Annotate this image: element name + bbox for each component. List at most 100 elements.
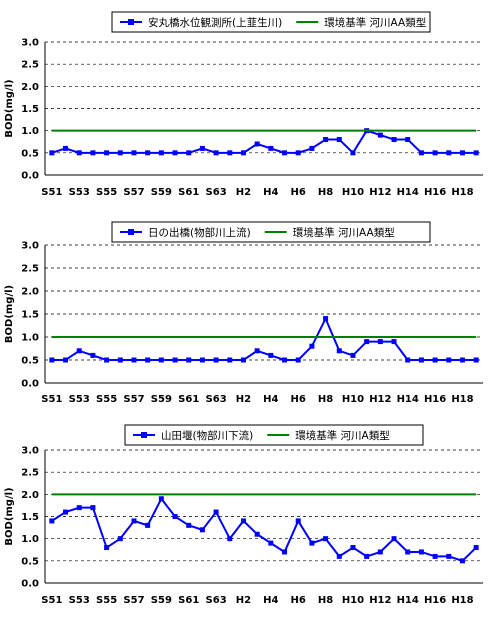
x-tick-label: S53 <box>69 394 90 405</box>
x-tick-label: H18 <box>451 187 473 198</box>
x-tick-label: H10 <box>342 595 364 606</box>
data-point <box>199 145 205 151</box>
data-point <box>227 357 233 363</box>
x-tick-label: H2 <box>236 595 251 606</box>
data-point <box>295 150 301 156</box>
y-tick-label: 1.0 <box>21 333 39 344</box>
x-tick-label: H12 <box>369 187 391 198</box>
y-tick-label: 0.0 <box>21 379 39 390</box>
data-point <box>391 137 397 143</box>
x-tick-label: S59 <box>151 595 172 606</box>
y-tick-label: 2.0 <box>21 82 39 93</box>
x-tick-label: H18 <box>451 394 473 405</box>
x-tick-label: H16 <box>424 187 446 198</box>
x-tick-label: H2 <box>236 187 251 198</box>
data-point <box>432 150 438 156</box>
data-point <box>418 357 424 363</box>
x-tick-label: H6 <box>291 187 306 198</box>
y-axis-label: BOD(mg/l) <box>4 79 15 137</box>
y-tick-label: 3.0 <box>21 241 39 252</box>
legend-box <box>111 11 431 33</box>
data-point <box>254 348 260 354</box>
data-point <box>336 553 342 559</box>
data-point <box>323 137 329 143</box>
data-point <box>364 553 370 559</box>
x-tick-label: H14 <box>397 187 419 198</box>
data-point <box>172 514 178 519</box>
data-point <box>268 352 274 358</box>
data-point <box>473 545 479 551</box>
data-point <box>418 150 424 156</box>
data-point <box>309 540 315 546</box>
data-point <box>405 357 411 363</box>
x-tick-label: H12 <box>369 595 391 606</box>
data-point <box>117 150 123 156</box>
data-point <box>418 549 424 555</box>
x-tick-label: S53 <box>69 595 90 606</box>
y-tick-label: 0.5 <box>21 556 39 567</box>
data-point <box>240 518 246 524</box>
y-tick-label: 2.0 <box>21 287 39 298</box>
data-point <box>90 150 96 156</box>
data-point <box>446 150 452 156</box>
data-point <box>268 540 274 546</box>
data-point <box>350 150 356 156</box>
series-line-1 <box>51 316 477 361</box>
data-point <box>364 339 370 345</box>
data-point <box>459 150 465 156</box>
series-line-1 <box>51 496 477 562</box>
x-tick-label: S55 <box>96 595 117 606</box>
chart-panel-1: 安丸橋水位観測所(上韮生川) 環境基準 河川AA類型 0.0 0.5 1.0 1.5 2.0… <box>4 11 483 198</box>
data-point <box>268 145 274 151</box>
x-tick-label: S57 <box>123 595 144 606</box>
x-tick-label: H16 <box>424 595 446 606</box>
x-tick-label: H4 <box>263 595 278 606</box>
x-tick-label: H12 <box>369 394 391 405</box>
data-point <box>131 518 137 524</box>
x-tick-label: H8 <box>318 595 333 606</box>
data-point <box>49 150 55 156</box>
x-tick-label: H14 <box>397 595 419 606</box>
data-point <box>473 357 479 363</box>
data-point <box>473 150 479 156</box>
data-point <box>405 549 411 555</box>
data-point <box>282 549 288 555</box>
x-tick-label: S57 <box>123 394 144 405</box>
data-point <box>295 518 301 524</box>
data-point <box>323 316 329 322</box>
legend-label-2: 環境基準 河川AA類型 <box>293 226 395 239</box>
data-point <box>63 509 69 515</box>
data-point <box>131 150 137 156</box>
x-tick-label: S63 <box>206 595 227 606</box>
data-point <box>350 352 356 358</box>
data-point <box>199 357 205 363</box>
data-point <box>145 150 151 156</box>
y-axis-label: BOD(mg/l) <box>4 285 15 343</box>
x-tick-label: S55 <box>96 394 117 405</box>
x-tick-label: H4 <box>263 394 278 405</box>
x-tick-label: H8 <box>318 187 333 198</box>
legend-label-2: 環境基準 河川A類型 <box>295 429 390 442</box>
x-tick-label: S63 <box>206 394 227 405</box>
data-point <box>199 527 205 533</box>
legend-label-2: 環境基準 河川AA類型 <box>324 16 426 29</box>
data-point <box>158 496 164 502</box>
legend-marker <box>141 432 147 438</box>
data-point <box>158 150 164 156</box>
x-tick-label: S51 <box>41 394 62 405</box>
legend-marker <box>128 229 134 235</box>
legend-label-1: 山田堰(物部川下流) <box>161 429 253 442</box>
series-line-1 <box>51 129 477 155</box>
data-point <box>377 549 383 555</box>
data-point <box>446 553 452 559</box>
data-point <box>63 357 69 363</box>
x-tick-label: H16 <box>424 394 446 405</box>
data-point <box>391 339 397 345</box>
data-point <box>432 553 438 559</box>
data-point <box>172 150 178 156</box>
data-point <box>158 357 164 363</box>
y-tick-label: 1.5 <box>21 104 39 115</box>
data-point <box>213 509 219 515</box>
data-point <box>117 357 123 363</box>
